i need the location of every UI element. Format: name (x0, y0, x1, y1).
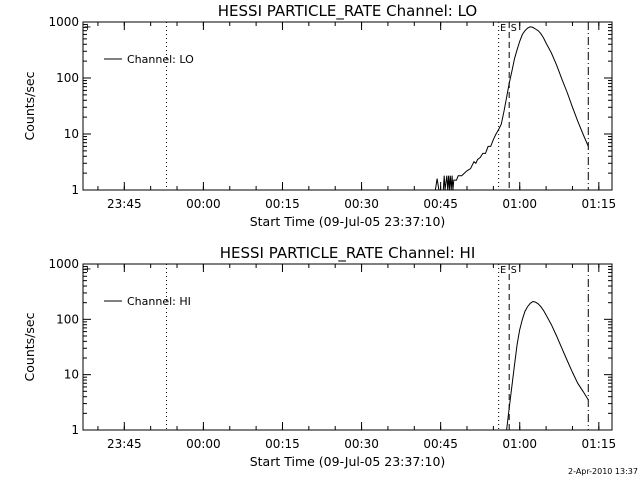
x-tick-label: 00:00 (186, 197, 221, 211)
footer-date: 2-Apr-2010 13:37 (568, 467, 638, 476)
marker-label: S (511, 23, 517, 34)
y-tick-label: 10 (64, 368, 79, 382)
x-tick-label: 00:45 (423, 437, 458, 451)
chart-title: HESSI PARTICLE_RATE Channel: LO (218, 2, 477, 21)
y-tick-label: 10 (64, 127, 79, 141)
y-tick-label: 1000 (48, 257, 79, 271)
x-tick-label: 00:15 (265, 437, 300, 451)
chart-panel-1: HESSI PARTICLE_RATE Channel: LO Counts/se… (22, 2, 616, 229)
x-tick-label: 00:00 (186, 437, 221, 451)
chart-title: HESSI PARTICLE_RATE Channel: HI (220, 244, 476, 263)
marker-label: E (500, 23, 506, 34)
x-tick-label: 23:45 (107, 437, 142, 451)
x-tick-label: 00:30 (344, 197, 379, 211)
x-axis-label: Start Time (09-Jul-05 23:37:10) (250, 454, 446, 469)
plot-frame (82, 263, 613, 431)
x-tick-label: 01:15 (582, 437, 617, 451)
frame-plus-symbol: + (84, 22, 92, 33)
y-tick-label: 1 (71, 183, 79, 197)
x-tick-label: 01:15 (582, 197, 617, 211)
x-axis-label: Start Time (09-Jul-05 23:37:10) (250, 214, 446, 229)
marker-label: S (511, 265, 517, 276)
x-tick-label: 00:30 (344, 437, 379, 451)
x-tick-label: 00:45 (423, 197, 458, 211)
y-tick-label: 100 (56, 71, 79, 85)
legend-entry: Channel: LO (127, 53, 194, 66)
plot-frame (82, 21, 613, 191)
x-tick-label: 01:00 (502, 197, 537, 211)
y-tick-label: 1000 (48, 15, 79, 29)
y-tick-label: 1 (71, 423, 79, 437)
x-tick-label: 01:00 (502, 437, 537, 451)
series-line (434, 26, 589, 191)
y-axis-label: Counts/sec (22, 312, 37, 381)
legend-entry: Channel: HI (127, 295, 191, 308)
marker-label: E (500, 265, 506, 276)
series-line (506, 300, 589, 431)
x-tick-label: 00:15 (265, 197, 300, 211)
chart-panel-2: HESSI PARTICLE_RATE Channel: HI Counts/se… (22, 244, 616, 469)
y-tick-label: 100 (56, 312, 79, 326)
frame-plus-symbol: + (84, 264, 92, 275)
x-tick-label: 23:45 (107, 197, 142, 211)
y-axis-label: Counts/sec (22, 71, 37, 140)
